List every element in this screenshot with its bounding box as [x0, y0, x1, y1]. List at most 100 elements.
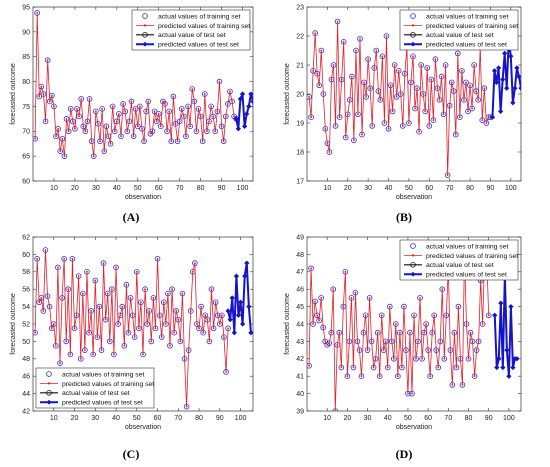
- point-predicted-training: [187, 349, 190, 351]
- x-tick-label: 90: [487, 185, 495, 192]
- point-predicted-test: [244, 260, 250, 266]
- point-predicted-training: [487, 314, 490, 317]
- point-predicted-training: [131, 314, 134, 317]
- point-predicted-training: [149, 132, 152, 135]
- legend-label: actual value of test set: [426, 262, 494, 269]
- point-predicted-test: [514, 356, 520, 362]
- point-predicted-training: [210, 105, 212, 108]
- point-predicted-training: [55, 135, 57, 138]
- point-predicted-training: [322, 93, 325, 95]
- legend-marker-actual-test: [410, 31, 416, 38]
- point-predicted-training: [420, 64, 423, 66]
- chart-panel-a: 10 20 30 40 50 60 70 80 90 100 60 65 70 75 80 85 90 95 obs…: [10, 4, 259, 224]
- point-predicted-training: [97, 122, 99, 125]
- point-predicted-training: [127, 331, 130, 334]
- point-predicted-training: [380, 314, 383, 317]
- point-predicted-training: [467, 110, 469, 113]
- point-predicted-training: [52, 323, 55, 325]
- point-predicted-training: [403, 72, 406, 75]
- point-predicted-training: [487, 116, 490, 119]
- x-axis-label: observation: [125, 424, 161, 431]
- point-predicted-test: [494, 364, 500, 371]
- point-predicted-training: [442, 113, 445, 116]
- point-predicted-training: [360, 375, 363, 378]
- point-predicted-training: [123, 344, 126, 347]
- point-predicted-training: [448, 104, 451, 107]
- point-predicted-training: [134, 108, 137, 110]
- point-predicted-training: [405, 349, 407, 351]
- point-predicted-training: [312, 323, 314, 325]
- point-predicted-test: [255, 125, 259, 129]
- y-tick-label: 49: [296, 234, 304, 241]
- x-axis-label: observation: [396, 424, 432, 431]
- point-predicted-training: [46, 295, 49, 298]
- point-predicted-training: [189, 125, 192, 128]
- point-predicted-training: [430, 78, 433, 81]
- point-actual-training: [153, 118, 160, 125]
- point-predicted-training: [389, 84, 392, 87]
- point-predicted-training: [137, 327, 140, 330]
- point-predicted-training: [151, 130, 154, 133]
- point-predicted-test: [491, 68, 498, 74]
- point-predicted-training: [387, 127, 390, 130]
- legend-label: predicted values of training set: [62, 381, 154, 388]
- y-tick-label: 62: [22, 234, 30, 241]
- legend-marker-actual-training: [46, 371, 52, 377]
- point-predicted-training: [108, 340, 111, 343]
- point-predicted-training: [90, 310, 93, 312]
- point-predicted-training: [475, 90, 478, 92]
- point-predicted-training: [398, 331, 401, 334]
- point-predicted-test: [512, 85, 518, 91]
- point-predicted-training: [201, 140, 204, 143]
- point-predicted-training: [475, 349, 478, 351]
- legend-marker-predicted-test: [46, 399, 52, 405]
- point-predicted-training: [73, 327, 76, 330]
- point-predicted-training: [461, 384, 464, 386]
- point-predicted-training: [415, 357, 417, 360]
- legend-label: actual values of training set: [426, 13, 508, 20]
- point-predicted-test: [233, 116, 239, 122]
- point-predicted-training: [216, 314, 219, 317]
- legend-marker-actual-training: [142, 13, 148, 19]
- point-predicted-training: [377, 90, 380, 92]
- y-tick-label: 42: [296, 356, 304, 363]
- point-predicted-training: [378, 375, 381, 378]
- point-predicted-training: [469, 331, 472, 334]
- y-tick-label: 18: [296, 149, 304, 156]
- point-predicted-test: [495, 65, 502, 71]
- point-actual-training: [326, 340, 333, 346]
- point-predicted-training: [310, 116, 312, 119]
- point-predicted-training: [332, 64, 335, 66]
- point-predicted-training: [431, 331, 434, 334]
- x-tick-label: 80: [466, 185, 474, 192]
- point-predicted-training: [392, 357, 395, 360]
- point-predicted-training: [444, 64, 447, 66]
- point-predicted-training: [208, 340, 211, 343]
- point-predicted-test: [492, 312, 498, 318]
- point-predicted-training: [336, 343, 339, 346]
- point-predicted-training: [318, 319, 321, 322]
- point-predicted-training: [118, 112, 120, 115]
- point-predicted-training: [111, 105, 114, 108]
- point-predicted-training: [473, 64, 476, 66]
- legend-label: actual value of test set: [62, 390, 130, 397]
- point-predicted-training: [65, 117, 68, 120]
- point-predicted-training: [381, 55, 384, 58]
- point-predicted-training: [318, 84, 321, 87]
- point-predicted-test: [239, 91, 246, 97]
- point-predicted-test: [510, 364, 516, 371]
- point-predicted-test: [246, 303, 252, 310]
- point-predicted-training: [363, 81, 365, 84]
- point-predicted-training: [109, 142, 112, 145]
- point-predicted-training: [193, 100, 196, 103]
- point-predicted-training: [374, 357, 377, 360]
- legend-label: predicted values of training set: [426, 253, 518, 260]
- point-predicted-training: [471, 107, 473, 110]
- point-predicted-training: [61, 297, 63, 299]
- point-predicted-training: [483, 87, 486, 90]
- point-predicted-training: [383, 122, 386, 124]
- point-predicted-training: [154, 327, 157, 330]
- point-predicted-training: [183, 357, 186, 360]
- point-predicted-training: [440, 75, 443, 78]
- point-actual-training: [216, 321, 223, 327]
